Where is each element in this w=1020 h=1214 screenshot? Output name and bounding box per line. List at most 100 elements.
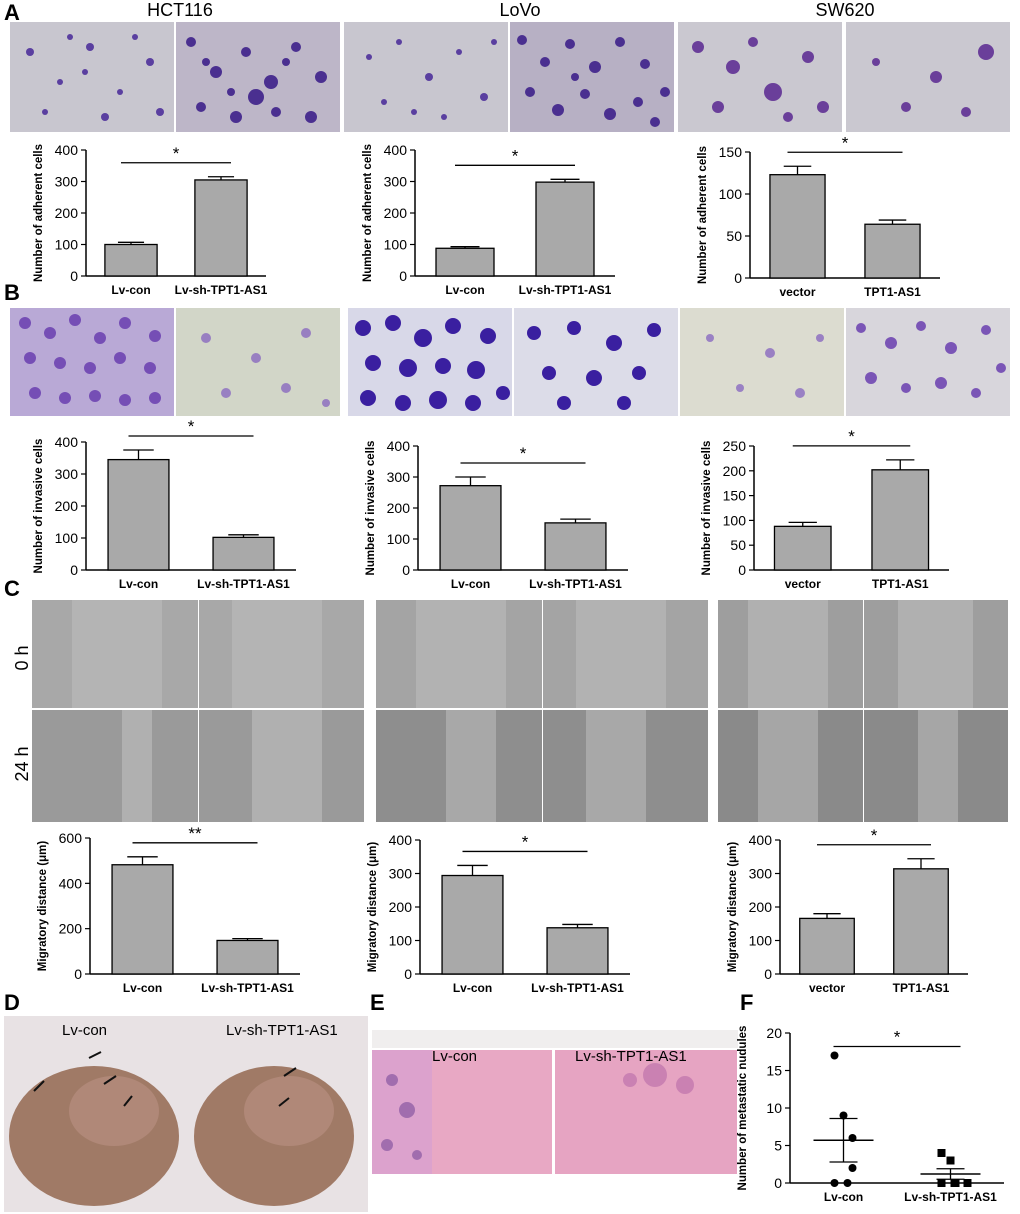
invasion-cells bbox=[856, 321, 1006, 398]
adhesion-cells bbox=[186, 37, 327, 123]
chart-mig-sw620: 0 100 200 300 400 Migratory distance (μm) vect… bbox=[727, 826, 968, 995]
bar bbox=[773, 525, 832, 571]
liver-label-lvcon: Lv-con bbox=[62, 1022, 108, 1039]
bar bbox=[546, 927, 609, 975]
x-category-label: vector bbox=[779, 285, 815, 299]
x-category-label: vector bbox=[785, 577, 821, 591]
chart-mig-hct116: 0 200 400 600 Migratory distance (μm) Lv-con L… bbox=[37, 824, 300, 995]
y-tick-label: 10 bbox=[766, 1100, 782, 1116]
scratch-sw620-0h bbox=[718, 600, 1008, 708]
y-tick-label: 0 bbox=[764, 966, 772, 982]
significance-label: * bbox=[894, 1028, 901, 1047]
significance-label: * bbox=[522, 832, 529, 851]
bar bbox=[871, 469, 930, 571]
micrograph-invasion-hct116-lvsh bbox=[176, 308, 340, 416]
y-tick-label: 200 bbox=[55, 498, 79, 514]
y-axis-label: Number of adherent cells bbox=[33, 144, 45, 282]
scatter-point bbox=[830, 1179, 839, 1187]
y-tick-label: 600 bbox=[59, 830, 83, 846]
y-tick-label: 0 bbox=[734, 270, 742, 286]
adhesion-cells bbox=[517, 35, 670, 127]
chart-inv-lovo: 0 100 200 300 400 Number of invasive cells Lv-… bbox=[365, 438, 628, 591]
y-tick-label: 400 bbox=[59, 875, 83, 891]
bar bbox=[769, 174, 826, 279]
y-axis-label: Number of invasive cells bbox=[365, 441, 377, 576]
histology-lvsh: Lv-sh-TPT1-AS1 bbox=[555, 1050, 737, 1174]
x-category-label: Lv-sh-TPT1-AS1 bbox=[904, 1190, 997, 1204]
adhesion-cells bbox=[366, 39, 497, 120]
histology-tissue bbox=[372, 1050, 432, 1174]
panel-letter-d: D bbox=[4, 990, 20, 1015]
y-tick-label: 0 bbox=[399, 268, 407, 284]
y-tick-label: 50 bbox=[726, 228, 742, 244]
x-category-label: Lv-con bbox=[123, 981, 162, 995]
micrograph-invasion-lovo-lvsh bbox=[514, 308, 678, 416]
scratch-hct116-24h bbox=[32, 710, 364, 822]
panel-letter-f: F bbox=[740, 990, 754, 1015]
micrograph-adhesion-sw620-tpt1 bbox=[846, 22, 1010, 132]
chart-adh-hct116: 0 100 200 300 400 Number of adherent cells Lv-… bbox=[33, 142, 268, 297]
y-tick-label: 100 bbox=[55, 530, 79, 546]
y-axis-label: Migratory distance (μm) bbox=[37, 841, 49, 972]
bar bbox=[194, 179, 248, 277]
y-tick-label: 100 bbox=[719, 186, 743, 202]
bar bbox=[544, 522, 607, 571]
x-category-label: TPT1-AS1 bbox=[872, 577, 929, 591]
micrograph-invasion-hct116-lvcon bbox=[10, 308, 174, 416]
x-category-label: Lv-con bbox=[453, 981, 492, 995]
adhesion-cells bbox=[692, 37, 829, 122]
y-tick-label: 150 bbox=[723, 488, 747, 504]
x-category-label: Lv-con bbox=[111, 283, 150, 297]
scatter-point bbox=[946, 1156, 955, 1165]
bar bbox=[216, 939, 279, 975]
micrograph-adhesion-hct116-lvcon bbox=[10, 22, 174, 132]
micrograph-adhesion-lovo-lvcon bbox=[344, 22, 508, 132]
column-title-lovo: LoVo bbox=[499, 0, 541, 20]
x-category-label: Lv-sh-TPT1-AS1 bbox=[519, 283, 612, 297]
y-tick-label: 200 bbox=[749, 899, 773, 915]
bar bbox=[799, 917, 855, 975]
liver-shapes bbox=[9, 1051, 354, 1206]
chart-nodules: 0 5 10 15 20 Number of metastatic nudules Lv-c… bbox=[737, 1025, 1004, 1204]
panel-letter-e: E bbox=[370, 990, 385, 1015]
histology-top-strip bbox=[372, 1030, 738, 1048]
y-tick-label: 150 bbox=[719, 144, 743, 160]
y-tick-label: 200 bbox=[59, 921, 83, 937]
y-tick-label: 100 bbox=[387, 531, 411, 547]
micrograph-adhesion-sw620-vector bbox=[678, 22, 842, 132]
y-tick-label: 0 bbox=[404, 966, 412, 982]
y-tick-label: 200 bbox=[723, 463, 747, 479]
scatter-point bbox=[848, 1164, 857, 1172]
liver-photo: Lv-con Lv-sh-TPT1-AS1 bbox=[4, 1016, 368, 1212]
scratch-lovo-0h bbox=[376, 600, 708, 708]
y-tick-label: 400 bbox=[55, 434, 79, 450]
bar bbox=[864, 223, 921, 279]
chart-adh-sw620: 0 50 100 150 Number of adherent cells vector T… bbox=[697, 133, 940, 299]
y-tick-label: 300 bbox=[387, 469, 411, 485]
significance-label: * bbox=[842, 133, 849, 152]
y-tick-label: 15 bbox=[766, 1063, 782, 1079]
y-tick-label: 100 bbox=[384, 237, 408, 253]
y-axis-label: Migratory distance (μm) bbox=[367, 842, 379, 973]
bar bbox=[535, 181, 595, 277]
y-tick-label: 200 bbox=[389, 899, 413, 915]
bar bbox=[111, 864, 174, 975]
scatter-point bbox=[839, 1111, 848, 1120]
y-tick-label: 0 bbox=[70, 562, 78, 578]
y-tick-label: 0 bbox=[738, 562, 746, 578]
y-tick-label: 0 bbox=[774, 1175, 782, 1191]
liver-label-lvsh: Lv-sh-TPT1-AS1 bbox=[226, 1022, 338, 1039]
y-axis-label: Number of invasive cells bbox=[33, 439, 45, 574]
x-category-label: vector bbox=[809, 981, 845, 995]
bar bbox=[435, 247, 495, 277]
column-title-hct116: HCT116 bbox=[147, 0, 213, 20]
y-tick-label: 400 bbox=[55, 142, 79, 158]
y-tick-label: 100 bbox=[55, 237, 79, 253]
y-axis-label: Number of adherent cells bbox=[697, 146, 709, 284]
scratch-lovo-24h bbox=[376, 710, 708, 822]
bar bbox=[439, 485, 502, 571]
y-tick-label: 300 bbox=[55, 174, 79, 190]
y-tick-label: 20 bbox=[766, 1025, 782, 1041]
x-category-label: Lv-sh-TPT1-AS1 bbox=[531, 981, 624, 995]
